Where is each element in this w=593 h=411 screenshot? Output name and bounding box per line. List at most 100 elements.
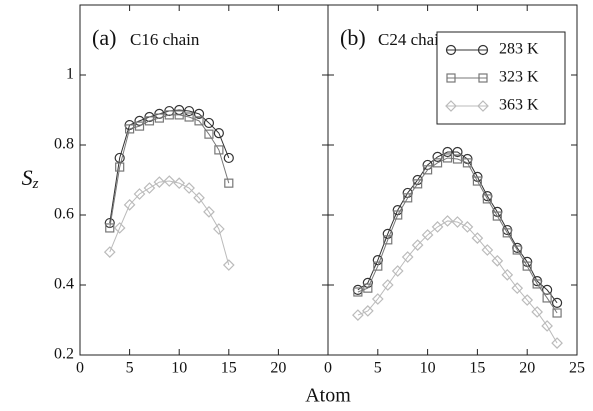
point: [115, 162, 125, 172]
point: [442, 146, 453, 158]
point: [361, 305, 374, 317]
series-line: [109, 114, 230, 229]
point: [532, 279, 542, 289]
point: [432, 158, 443, 168]
y-tick-label: 0.4: [54, 276, 74, 293]
point: [371, 293, 384, 305]
point: [134, 121, 145, 131]
point: [431, 221, 444, 233]
point: [184, 112, 194, 122]
point: [502, 228, 512, 238]
point: [403, 193, 413, 203]
point: [512, 245, 522, 255]
legend-marker: [477, 44, 489, 56]
point: [461, 221, 474, 233]
y-tick-label: 0.2: [54, 346, 74, 363]
point: [492, 211, 502, 221]
point: [223, 152, 234, 164]
x-tick-label: 5: [126, 360, 134, 377]
point: [173, 177, 186, 189]
point: [382, 228, 393, 239]
point: [372, 255, 383, 266]
y-label-sub: z: [32, 176, 39, 192]
panel-label: (a): [92, 25, 116, 50]
series: [352, 215, 563, 349]
point: [423, 165, 433, 175]
point: [105, 223, 115, 233]
point: [522, 261, 532, 271]
point: [203, 206, 215, 218]
series: [103, 175, 235, 271]
point: [193, 192, 205, 204]
panel-label: (b): [340, 25, 366, 50]
point: [393, 210, 403, 220]
point: [203, 117, 215, 129]
series: [104, 104, 234, 229]
series-line: [357, 151, 558, 304]
y-tick-label: 1: [66, 66, 74, 83]
point: [411, 239, 424, 251]
point: [352, 309, 364, 321]
point: [452, 154, 463, 164]
point: [391, 265, 404, 277]
point: [421, 229, 434, 241]
legend-label: 283 K: [499, 41, 539, 58]
point: [124, 124, 135, 134]
point: [501, 269, 514, 281]
x-tick-label: 15: [469, 360, 485, 377]
point: [482, 194, 492, 204]
point: [511, 282, 524, 294]
y-axis-label: Sz: [22, 165, 39, 192]
point: [153, 176, 166, 188]
x-tick-label: 10: [171, 360, 187, 377]
point: [432, 151, 443, 162]
y-label-main: S: [22, 165, 33, 190]
x-axis-label: Atom: [305, 385, 351, 407]
x-tick-label: 20: [270, 360, 286, 377]
point: [383, 235, 393, 245]
point: [542, 293, 552, 303]
x-tick-label: 5: [374, 360, 382, 377]
point: [214, 145, 224, 155]
point: [134, 115, 145, 126]
point: [451, 216, 464, 228]
y-tick-label: 0.6: [54, 206, 74, 223]
point: [194, 116, 204, 126]
point: [133, 188, 146, 200]
x-tick-label: 0: [76, 360, 84, 377]
point: [521, 294, 534, 306]
y-tick-label: 0.8: [54, 136, 74, 153]
point: [222, 259, 235, 271]
point: [224, 178, 234, 188]
point: [164, 110, 174, 120]
series-line: [109, 180, 230, 266]
x-tick-label: 20: [519, 360, 535, 377]
point: [193, 108, 205, 119]
point: [123, 199, 136, 211]
point: [144, 116, 155, 126]
point: [452, 146, 463, 158]
point: [481, 244, 494, 256]
point: [154, 113, 164, 123]
point: [103, 246, 116, 258]
legend-marker: [445, 100, 457, 112]
x-tick-label: 10: [420, 360, 436, 377]
x-tick-label: 0: [324, 360, 332, 377]
point: [163, 175, 176, 187]
point: [174, 110, 184, 120]
legend-label: 323 K: [499, 69, 539, 86]
legend-label: 363 K: [499, 97, 539, 114]
panel-title: C24 chain: [378, 30, 448, 49]
point: [552, 308, 562, 318]
x-tick-label: 15: [221, 360, 237, 377]
point: [184, 105, 195, 117]
point: [143, 182, 156, 194]
point: [462, 158, 473, 168]
point: [472, 176, 482, 186]
point: [114, 152, 125, 164]
point: [471, 232, 484, 244]
point: [413, 179, 423, 189]
point: [113, 222, 126, 234]
point: [541, 320, 553, 332]
